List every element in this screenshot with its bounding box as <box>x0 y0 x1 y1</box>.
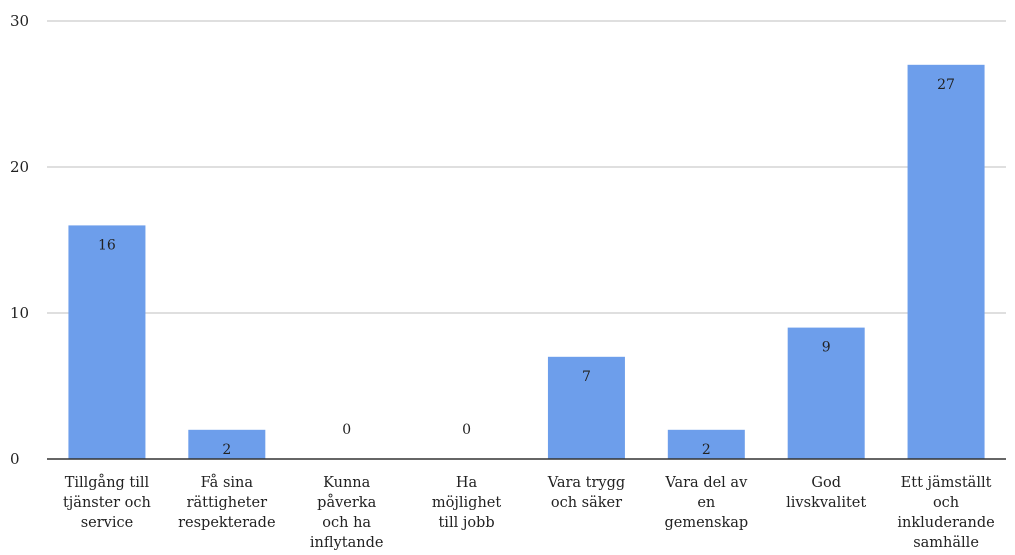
bar-2 <box>188 429 266 459</box>
gridlines <box>47 20 1006 314</box>
data-label-6: 2 <box>702 442 711 458</box>
data-label-8: 27 <box>937 77 955 93</box>
bar-6 <box>667 429 745 459</box>
bar-1 <box>68 225 146 459</box>
y-tick-label-30: 30 <box>10 12 29 30</box>
category-label-1: Tillgång till tjänster och service <box>63 474 151 531</box>
data-label-4: 0 <box>462 422 471 438</box>
y-tick-label-10: 10 <box>10 304 29 322</box>
category-label-4: Ha möjlighet till jobb <box>432 475 501 531</box>
y-tick-label-0: 0 <box>10 450 20 468</box>
category-label-6: Vara del av en gemenskap <box>664 475 748 531</box>
data-label-7: 9 <box>822 340 831 356</box>
category-label-5: Vara trygg och säker <box>547 475 625 511</box>
category-label-8: Ett jämställt och inkluderande samhälle <box>897 475 994 551</box>
bars <box>68 64 985 460</box>
y-tick-label-20: 20 <box>10 158 29 176</box>
bar-5 <box>547 356 625 459</box>
category-label-3: Kunna påverka och ha inflytande <box>310 475 384 551</box>
data-label-2: 2 <box>222 442 231 458</box>
data-label-5: 7 <box>582 369 591 385</box>
category-label-7: God livskvalitet <box>786 475 866 511</box>
bar-8 <box>907 64 985 460</box>
data-label-1: 16 <box>98 237 116 253</box>
category-label-2: Få sina rättigheter respekterade <box>178 474 275 531</box>
bar-7 <box>787 327 865 459</box>
data-label-3: 0 <box>342 422 351 438</box>
